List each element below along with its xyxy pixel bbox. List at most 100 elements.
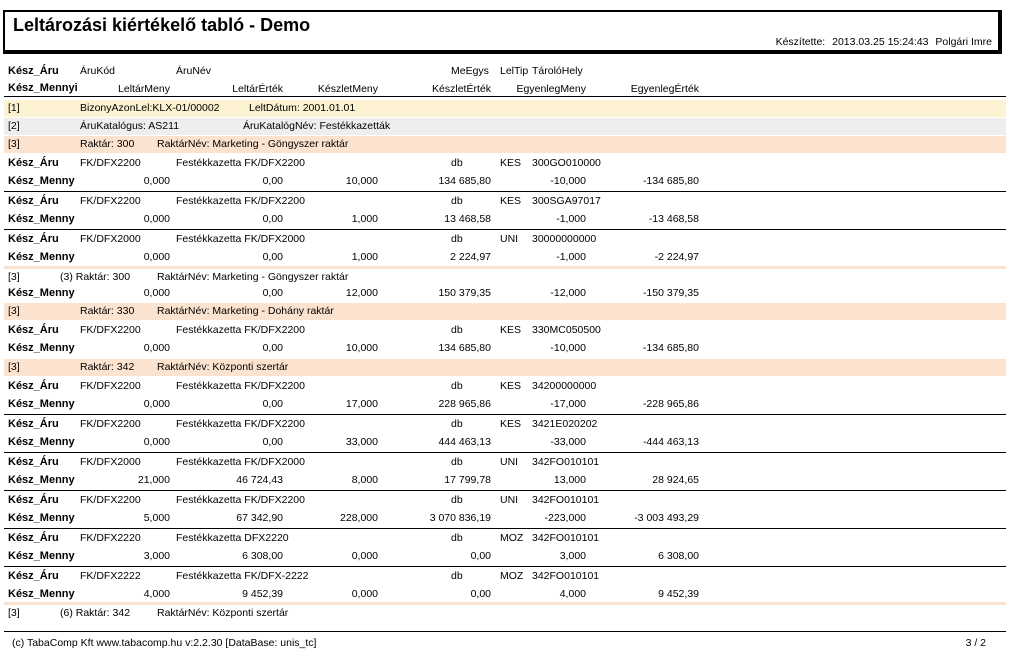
subtotal-egyenlegertek: -150 379,35 bbox=[642, 287, 699, 299]
item-tarolohely: 342FO010101 bbox=[532, 494, 600, 506]
item-leltarertek: 6 308,00 bbox=[242, 550, 283, 562]
item-leltarertek: 46 724,43 bbox=[236, 474, 283, 486]
item-arukod: FK/DFX2220 bbox=[80, 532, 141, 544]
group-text: LeltDátum: 2001.01.01 bbox=[249, 102, 356, 114]
item-tarolohely: 330MC050500 bbox=[532, 324, 601, 336]
row-divider bbox=[4, 490, 1006, 491]
item-arunev: Festékkazetta FK/DFX2200 bbox=[176, 324, 305, 336]
item-egyenlegmeny: -33,000 bbox=[550, 436, 586, 448]
item-keszletertek: 2 224,97 bbox=[450, 251, 491, 263]
item-leltarertek: 0,00 bbox=[262, 398, 283, 410]
item-leltarmeny: 0,000 bbox=[143, 398, 170, 410]
item-meegys: db bbox=[451, 233, 463, 245]
item-egyenlegmeny: -10,000 bbox=[550, 175, 586, 187]
item-leltarmeny: 0,000 bbox=[143, 436, 170, 448]
subtotal-count: (3) Raktár: 300 bbox=[60, 271, 131, 283]
item-kesz-aru: Kész_Áru bbox=[8, 157, 59, 169]
item-egyenlegmeny: 13,000 bbox=[553, 474, 586, 486]
item-keszletertek: 134 685,80 bbox=[438, 342, 491, 354]
row-divider bbox=[4, 528, 1006, 529]
item-leltarertek: 0,00 bbox=[262, 213, 283, 225]
item-keszletertek: 134 685,80 bbox=[438, 175, 491, 187]
item-keszletmeny: 10,000 bbox=[345, 342, 378, 354]
item-egyenlegmeny: -10,000 bbox=[550, 342, 586, 354]
group-code: [1] bbox=[8, 102, 20, 114]
item-tarolohely: 342FO010101 bbox=[532, 456, 600, 468]
report-title-box: Leltározási kiértékelő tabló - Demo Kész… bbox=[3, 10, 1002, 54]
item-arunev: Festékkazetta FK/DFX2000 bbox=[176, 456, 305, 468]
item-tarolohely: 300SGA97017 bbox=[532, 195, 601, 207]
item-keszletmeny: 8,000 bbox=[351, 474, 378, 486]
item-arukod: FK/DFX2000 bbox=[80, 456, 141, 468]
subtotal-code: [3] bbox=[8, 607, 20, 619]
group-text: ÁruKatalógNév: Festékkazetták bbox=[243, 120, 391, 132]
group-text: RaktárNév: Marketing - Göngyszer raktár bbox=[157, 138, 349, 150]
header-kesz-mennyi: Kész_Mennyi bbox=[8, 82, 78, 94]
item-meegys: db bbox=[451, 418, 463, 430]
item-arunev: Festékkazetta FK/DFX2200 bbox=[176, 195, 305, 207]
item-arunev: Festékkazetta FK/DFX2200 bbox=[176, 418, 305, 430]
group-text: Raktár: 342 bbox=[80, 361, 135, 373]
item-arunev: Festékkazetta FK/DFX-2222 bbox=[176, 570, 309, 582]
item-leltip: KES bbox=[500, 195, 522, 207]
item-arukod: FK/DFX2000 bbox=[80, 233, 141, 245]
item-keszletmeny: 0,000 bbox=[351, 588, 378, 600]
item-arunev: Festékkazetta FK/DFX2200 bbox=[176, 494, 305, 506]
item-egyenlegertek: -444 463,13 bbox=[642, 436, 699, 448]
item-egyenlegmeny: -1,000 bbox=[556, 251, 586, 263]
subtotal-rule bbox=[4, 266, 1006, 269]
item-meegys: db bbox=[451, 380, 463, 392]
group-text: Raktár: 330 bbox=[80, 305, 135, 317]
group-text: Raktár: 300 bbox=[80, 138, 135, 150]
item-tarolohely: 342FO010101 bbox=[532, 570, 600, 582]
item-kesz-menny: Kész_Menny bbox=[8, 251, 75, 263]
header-leltip: LelTip bbox=[500, 65, 529, 77]
item-leltarmeny: 0,000 bbox=[143, 251, 170, 263]
item-arunev: Festékkazetta FK/DFX2200 bbox=[176, 380, 305, 392]
item-leltarmeny: 3,000 bbox=[143, 550, 170, 562]
item-keszletmeny: 1,000 bbox=[351, 213, 378, 225]
subtotal-leltarmeny: 0,000 bbox=[143, 287, 170, 299]
item-arunev: Festékkazetta FK/DFX2000 bbox=[176, 233, 305, 245]
header-egyenlegertek: EgyenlegÉrték bbox=[630, 83, 699, 95]
item-arukod: FK/DFX2200 bbox=[80, 195, 141, 207]
header-meegys: MeEgys bbox=[451, 65, 489, 77]
item-meegys: db bbox=[451, 570, 463, 582]
item-leltip: KES bbox=[500, 157, 522, 169]
item-keszletmeny: 33,000 bbox=[345, 436, 378, 448]
item-kesz-aru: Kész_Áru bbox=[8, 380, 59, 392]
subtotal-egyenlegmeny: -12,000 bbox=[550, 287, 586, 299]
item-leltarmeny: 0,000 bbox=[143, 213, 170, 225]
item-keszletertek: 0,00 bbox=[470, 588, 491, 600]
item-tarolohely: 300GO010000 bbox=[532, 157, 601, 169]
header-keszletertek: KészletÉrték bbox=[432, 83, 491, 95]
item-egyenlegertek: 6 308,00 bbox=[658, 550, 699, 562]
item-keszletmeny: 1,000 bbox=[351, 251, 378, 263]
row-divider bbox=[4, 229, 1006, 230]
item-arukod: FK/DFX2200 bbox=[80, 324, 141, 336]
item-kesz-menny: Kész_Menny bbox=[8, 342, 75, 354]
item-meegys: db bbox=[451, 456, 463, 468]
created-by-label: Készítette: bbox=[775, 36, 826, 48]
item-leltip: MOZ bbox=[500, 532, 524, 544]
header-tarolohely: TárolóHely bbox=[532, 65, 583, 77]
row-divider bbox=[4, 191, 1006, 192]
item-keszletertek: 3 070 836,19 bbox=[429, 512, 491, 524]
item-tarolohely: 30000000000 bbox=[532, 233, 597, 245]
header-arunev: ÁruNév bbox=[176, 65, 212, 77]
item-leltarertek: 9 452,39 bbox=[242, 588, 283, 600]
header-kesz-aru: Kész_Áru bbox=[8, 65, 59, 77]
item-leltip: KES bbox=[500, 418, 522, 430]
item-leltarertek: 0,00 bbox=[262, 251, 283, 263]
item-leltip: UNI bbox=[500, 494, 519, 506]
item-keszletertek: 444 463,13 bbox=[438, 436, 491, 448]
item-keszletertek: 0,00 bbox=[470, 550, 491, 562]
subtotal-leltarertek: 0,00 bbox=[262, 287, 283, 299]
group-code: [3] bbox=[8, 138, 20, 150]
item-kesz-aru: Kész_Áru bbox=[8, 233, 59, 245]
item-arukod: FK/DFX2222 bbox=[80, 570, 141, 582]
item-kesz-menny: Kész_Menny bbox=[8, 550, 75, 562]
subtotal-code: [3] bbox=[8, 271, 20, 283]
item-kesz-aru: Kész_Áru bbox=[8, 456, 59, 468]
item-egyenlegertek: -13 468,58 bbox=[648, 213, 699, 225]
